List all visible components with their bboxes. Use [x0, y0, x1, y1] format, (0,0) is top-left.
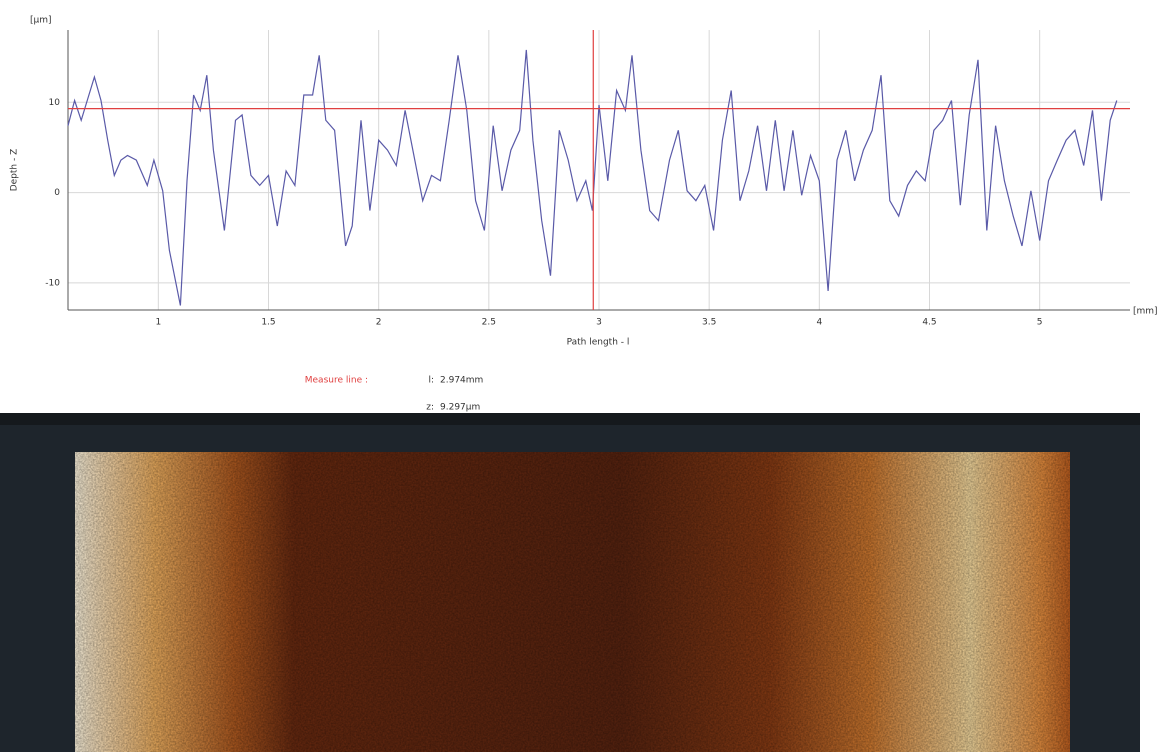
measure-label: Measure line : — [305, 376, 368, 386]
measure-z-value: 9.297µm — [440, 403, 480, 413]
profile-chart: [µm] [mm] Depth - Z Path length - l Meas… — [10, 16, 1158, 413]
x-tick-label: 5 — [1037, 318, 1043, 328]
image-panel — [0, 413, 1140, 752]
measure-z-name: z: — [426, 403, 434, 413]
y-tick-label: -10 — [45, 278, 60, 288]
x-tick-label: 4.5 — [922, 318, 936, 328]
x-unit: [mm] — [1133, 307, 1158, 317]
x-tick-label: 1 — [155, 318, 161, 328]
x-axis-title: Path length - l — [567, 338, 630, 348]
x-tick-label: 3 — [596, 318, 602, 328]
panel-header — [0, 413, 1140, 425]
x-tick-label: 2.5 — [482, 318, 496, 328]
measure-l-name: l: — [428, 376, 434, 386]
y-tick-label: 10 — [49, 98, 61, 108]
y-tick-label: 0 — [54, 188, 60, 198]
y-unit: [µm] — [30, 16, 52, 26]
measure-l-value: 2.974mm — [440, 376, 483, 386]
x-tick-label: 3.5 — [702, 318, 716, 328]
x-tick-label: 4 — [816, 318, 822, 328]
x-tick-label: 2 — [376, 318, 382, 328]
profile-line — [67, 49, 1118, 306]
surface-texture — [75, 452, 1070, 752]
y-axis-title: Depth - Z — [10, 149, 20, 192]
x-tick-label: 1.5 — [261, 318, 275, 328]
